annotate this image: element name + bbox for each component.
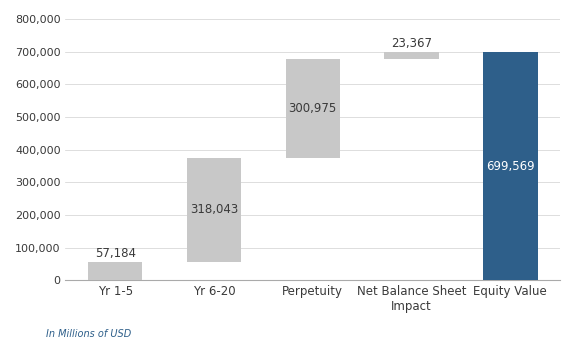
Bar xyxy=(483,52,538,280)
Text: 318,043: 318,043 xyxy=(190,203,238,216)
Text: 23,367: 23,367 xyxy=(391,37,432,50)
Text: 699,569: 699,569 xyxy=(486,160,535,173)
Bar xyxy=(384,52,439,60)
Text: In Millions of USD: In Millions of USD xyxy=(46,329,131,339)
Text: 57,184: 57,184 xyxy=(95,247,136,260)
Bar xyxy=(88,262,142,280)
Bar xyxy=(286,60,340,158)
Text: 300,975: 300,975 xyxy=(289,102,337,115)
Bar xyxy=(187,158,241,262)
